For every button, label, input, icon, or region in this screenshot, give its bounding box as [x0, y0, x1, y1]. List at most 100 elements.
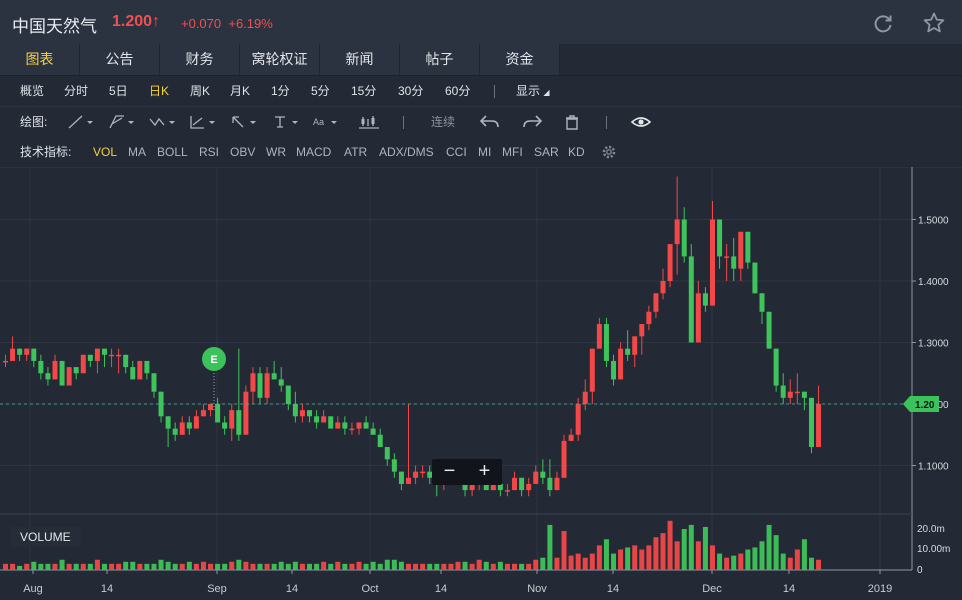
indicator-kd[interactable]: KD — [568, 145, 585, 159]
candle-body — [292, 404, 298, 417]
last-price-label: 1.20 — [915, 400, 935, 411]
tab-announcements[interactable]: 公告 — [80, 44, 160, 75]
time-tick-label: 14 — [101, 583, 113, 595]
candle-body — [172, 428, 178, 435]
fibonacci-tool-icon[interactable] — [188, 114, 218, 130]
volume-bar — [561, 531, 567, 570]
indicator-macd[interactable]: MACD — [296, 145, 332, 159]
volume-bar — [38, 563, 44, 570]
period-monthly-k[interactable]: 月K — [230, 84, 251, 98]
candle-body — [618, 348, 624, 380]
candle-body — [512, 477, 518, 491]
indicator-vol[interactable]: VOL — [93, 145, 118, 159]
gear-icon[interactable] — [599, 144, 619, 160]
indicator-wr[interactable]: WR — [266, 145, 286, 159]
volume-bar — [618, 549, 624, 570]
star-icon[interactable] — [922, 11, 946, 35]
volume-bar — [483, 561, 489, 570]
eye-icon[interactable] — [626, 114, 656, 130]
volume-bar — [384, 559, 390, 570]
period-15min[interactable]: 15分 — [351, 84, 377, 98]
font-tool[interactable]: Aa — [313, 117, 325, 127]
indicator-mfi[interactable]: MFI — [502, 145, 523, 159]
tab-capital-flow[interactable]: 资金 — [480, 44, 560, 75]
candle-body — [420, 471, 426, 474]
indicator-sar[interactable]: SAR — [534, 145, 559, 159]
tab-financials[interactable]: 财务 — [160, 44, 240, 75]
volume-bar — [45, 563, 51, 570]
candle-body — [285, 385, 291, 404]
indicator-bar: 技术指标: VOL MA BOLL RSI OBV WR MACD ATR AD… — [0, 137, 962, 168]
divider — [606, 116, 607, 129]
time-tick-label: Oct — [361, 583, 378, 595]
indicator-cci[interactable]: CCI — [446, 145, 467, 159]
indicator-adx-dms[interactable]: ADX/DMS — [379, 145, 434, 159]
volume-bar — [278, 561, 284, 570]
indicator-atr[interactable]: ATR — [344, 145, 368, 159]
period-30min[interactable]: 30分 — [398, 84, 424, 98]
candle-body — [377, 434, 383, 448]
candle-style-icon[interactable] — [355, 114, 385, 130]
candle-body — [193, 416, 199, 429]
period-60min[interactable]: 60分 — [445, 84, 471, 98]
period-1min[interactable]: 1分 — [271, 84, 290, 98]
candle-body — [632, 336, 638, 355]
trash-icon[interactable] — [557, 114, 587, 130]
period-intraday[interactable]: 分时 — [64, 84, 89, 98]
volume-bar — [94, 559, 100, 570]
indicator-boll[interactable]: BOLL — [157, 145, 188, 159]
volume-bar — [434, 563, 440, 570]
line-tool-icon[interactable] — [66, 114, 96, 130]
volume-bar — [413, 563, 419, 570]
undo-icon[interactable] — [476, 114, 506, 130]
period-daily-k[interactable]: 日K — [149, 84, 170, 98]
indicator-ma[interactable]: MA — [128, 145, 146, 159]
continuous-draw-button[interactable]: 连续 — [431, 115, 456, 129]
tab-news[interactable]: 新闻 — [320, 44, 400, 75]
tab-chart[interactable]: 图表 — [0, 44, 80, 75]
wave-tool-icon[interactable] — [148, 114, 178, 130]
volume-bar — [504, 563, 510, 570]
text-tool-icon[interactable] — [271, 114, 301, 130]
period-5day[interactable]: 5日 — [109, 84, 128, 98]
display-dropdown[interactable]: 显示 ◢ — [516, 84, 550, 98]
volume-bar — [759, 541, 765, 570]
volume-bar — [10, 563, 16, 570]
volume-tick-label: 10.00m — [917, 544, 950, 555]
candle-body — [561, 440, 567, 478]
candle-body — [540, 471, 546, 478]
volume-bar — [292, 561, 298, 570]
drawing-toolbar: 绘图: Aa 连续 — [0, 107, 962, 138]
refresh-icon[interactable] — [871, 11, 895, 35]
period-weekly-k[interactable]: 周K — [190, 84, 211, 98]
arrow-tool-icon[interactable] — [229, 114, 259, 130]
candle-body — [745, 231, 751, 263]
redo-icon[interactable] — [516, 114, 546, 130]
channel-tool-icon[interactable] — [107, 114, 137, 130]
candle-body — [724, 256, 730, 258]
tab-warrants[interactable]: 窝轮权证 — [240, 44, 320, 75]
candle-body — [547, 477, 553, 491]
volume-bar — [462, 561, 468, 570]
candle-body — [151, 373, 157, 392]
indicator-obv[interactable]: OBV — [230, 145, 256, 159]
period-overview[interactable]: 概览 — [20, 84, 45, 98]
period-5min[interactable]: 5分 — [311, 84, 330, 98]
indicator-mi[interactable]: MI — [478, 145, 492, 159]
time-tick-label: 14 — [286, 583, 298, 595]
candle-body — [603, 324, 609, 361]
indicator-rsi[interactable]: RSI — [199, 145, 220, 159]
volume-bar — [101, 563, 107, 570]
tab-posts[interactable]: 帖子 — [400, 44, 480, 75]
volume-bar — [653, 537, 659, 570]
price-chart[interactable]: 1.50001.40001.30001.20001.100020.0m10.00… — [0, 166, 962, 600]
zoom-in-button[interactable]: + — [478, 460, 491, 482]
volume-bar — [695, 541, 701, 570]
candle-body — [45, 373, 51, 380]
candle-body — [370, 428, 376, 435]
zoom-out-button[interactable]: − — [443, 460, 456, 482]
volume-bar — [717, 553, 723, 570]
candle-body — [568, 434, 574, 441]
candle-body — [356, 422, 362, 429]
candle-body — [695, 293, 701, 343]
